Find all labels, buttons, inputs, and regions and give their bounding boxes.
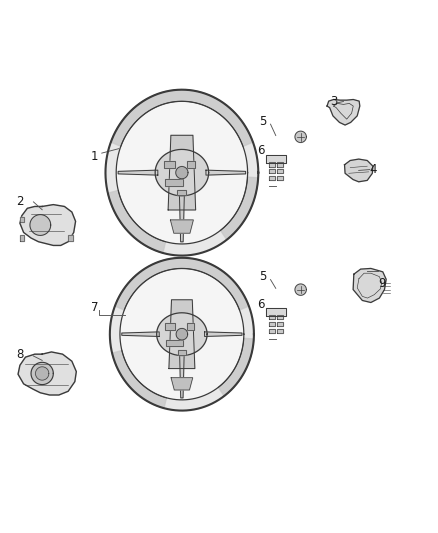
Bar: [164, 161, 175, 168]
Polygon shape: [110, 258, 254, 410]
Polygon shape: [171, 378, 193, 390]
Polygon shape: [269, 315, 275, 319]
Polygon shape: [277, 315, 283, 319]
Polygon shape: [108, 190, 166, 253]
Polygon shape: [118, 170, 158, 175]
Polygon shape: [168, 135, 196, 210]
Polygon shape: [170, 220, 193, 233]
Polygon shape: [157, 313, 207, 356]
Polygon shape: [31, 362, 53, 385]
Bar: [187, 161, 195, 168]
Bar: [187, 324, 194, 329]
Bar: [177, 190, 187, 195]
Text: 6: 6: [258, 144, 265, 157]
Bar: [166, 340, 184, 346]
Bar: [187, 161, 195, 168]
Polygon shape: [176, 328, 187, 340]
Polygon shape: [122, 332, 159, 336]
Polygon shape: [111, 90, 253, 147]
Polygon shape: [295, 284, 306, 295]
Text: 3: 3: [330, 95, 338, 108]
Polygon shape: [155, 149, 208, 196]
Polygon shape: [169, 300, 195, 368]
Polygon shape: [30, 215, 51, 236]
Text: 8: 8: [16, 348, 23, 361]
Text: 7: 7: [91, 301, 98, 314]
Polygon shape: [112, 351, 166, 408]
Text: 5: 5: [259, 270, 266, 282]
Polygon shape: [116, 101, 247, 244]
Text: 5: 5: [259, 115, 266, 128]
Text: 6: 6: [258, 298, 265, 311]
Polygon shape: [20, 236, 25, 240]
Polygon shape: [269, 169, 275, 173]
Polygon shape: [269, 176, 275, 180]
Polygon shape: [277, 162, 283, 167]
Polygon shape: [277, 328, 283, 333]
Polygon shape: [220, 177, 258, 240]
Bar: [177, 350, 186, 355]
Bar: [165, 179, 184, 186]
Polygon shape: [327, 100, 360, 125]
Bar: [165, 179, 184, 186]
Polygon shape: [180, 193, 184, 242]
Polygon shape: [269, 162, 275, 167]
Polygon shape: [277, 169, 283, 173]
Polygon shape: [68, 236, 73, 240]
Polygon shape: [120, 269, 244, 400]
Polygon shape: [20, 217, 25, 222]
Bar: [177, 190, 187, 195]
Bar: [164, 161, 175, 168]
Polygon shape: [277, 322, 283, 326]
Polygon shape: [269, 322, 275, 326]
Polygon shape: [115, 258, 249, 310]
Polygon shape: [265, 308, 286, 316]
Polygon shape: [18, 352, 76, 395]
Polygon shape: [277, 176, 283, 180]
Polygon shape: [35, 367, 49, 380]
Polygon shape: [345, 159, 373, 182]
Polygon shape: [218, 338, 254, 396]
Polygon shape: [106, 90, 258, 256]
Polygon shape: [265, 155, 286, 163]
Polygon shape: [269, 328, 275, 333]
Text: 4: 4: [369, 163, 377, 176]
Bar: [177, 350, 186, 355]
Polygon shape: [206, 170, 246, 175]
Bar: [166, 340, 184, 346]
Text: 2: 2: [16, 195, 23, 207]
Bar: [165, 324, 175, 329]
Polygon shape: [180, 353, 184, 398]
Polygon shape: [205, 332, 242, 336]
Polygon shape: [176, 166, 188, 179]
Bar: [187, 324, 194, 329]
Bar: [165, 324, 175, 329]
Polygon shape: [295, 131, 306, 142]
Text: 9: 9: [378, 277, 385, 289]
Polygon shape: [20, 205, 76, 245]
Text: 1: 1: [91, 150, 98, 163]
Polygon shape: [353, 269, 386, 303]
